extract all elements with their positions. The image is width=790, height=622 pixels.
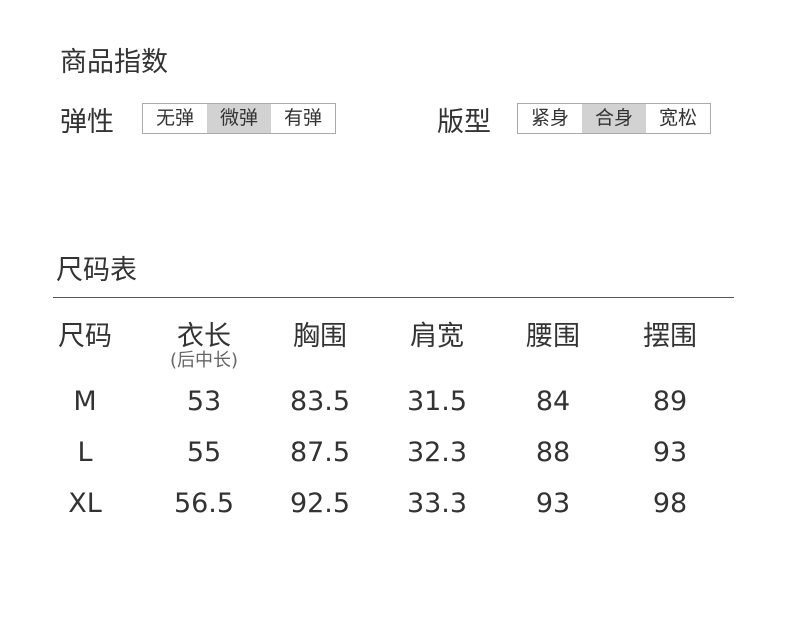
table-cell: L (77, 437, 93, 468)
table-cell: 56.5 (173, 488, 235, 519)
table-cell: 31.5 (406, 386, 468, 417)
table-cell: 92.5 (289, 488, 351, 519)
fit-options: 紧身 合身 宽松 (517, 103, 711, 134)
column-header: 腰围 (526, 321, 580, 352)
table-cell: 87.5 (289, 437, 351, 468)
table-cell: 84 (535, 386, 571, 417)
option-regular: 合身 (582, 104, 646, 133)
column-header: 肩宽 (410, 321, 464, 352)
fit-label: 版型 (437, 107, 491, 138)
table-cell: 93 (535, 488, 571, 519)
table-cell: 98 (652, 488, 688, 519)
elasticity-label: 弹性 (60, 107, 114, 138)
column-header-note: (后中长) (169, 350, 239, 371)
option-none: 无弹 (155, 107, 194, 129)
column-header: 尺码 (58, 321, 112, 352)
elasticity-options: 无弹 微弹 有弹 (142, 103, 336, 134)
column-header: 衣长 (177, 321, 231, 352)
option-tight: 紧身 (530, 107, 569, 129)
table-cell: 83.5 (289, 386, 351, 417)
size-table-title: 尺码表 (56, 255, 137, 286)
table-cell: 89 (652, 386, 688, 417)
table-cell: 88 (535, 437, 571, 468)
table-cell: 93 (652, 437, 688, 468)
option-slight: 微弹 (207, 104, 271, 133)
table-cell: XL (68, 488, 102, 519)
option-loose: 宽松 (658, 107, 697, 129)
index-title: 商品指数 (60, 47, 168, 78)
divider (53, 297, 734, 298)
table-cell: M (73, 386, 97, 417)
table-cell: 53 (186, 386, 222, 417)
column-header: 胸围 (293, 321, 347, 352)
column-header: 摆围 (643, 321, 697, 352)
table-cell: 33.3 (406, 488, 468, 519)
table-cell: 55 (186, 437, 222, 468)
option-stretch: 有弹 (283, 107, 322, 129)
table-cell: 32.3 (406, 437, 468, 468)
